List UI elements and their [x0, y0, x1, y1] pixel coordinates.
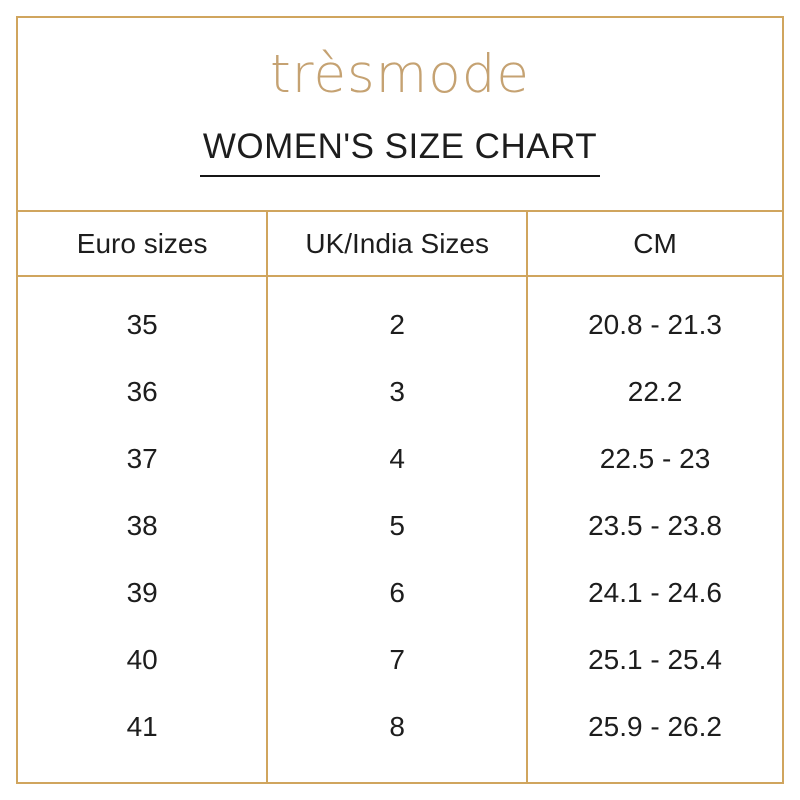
header-cell-euro-sizes: Euro sizes	[76, 227, 208, 259]
table-cell-cm: 22.2	[627, 375, 683, 407]
table-cell-euro: 41	[126, 711, 158, 743]
table-cell-euro: 38	[126, 509, 158, 541]
brand-logo: trèsmode	[270, 44, 530, 105]
table-cell-cm: 24.1 - 24.6	[588, 577, 722, 609]
table-cell-uk: 7	[389, 644, 405, 676]
table-cell-cm: 23.5 - 23.8	[588, 509, 722, 541]
table-cell-uk: 8	[389, 711, 405, 743]
table-cell-cm: 20.8 - 21.3	[588, 308, 722, 340]
table-header-row: Euro sizes UK/India Sizes CM	[18, 212, 782, 277]
table-cell-uk: 6	[389, 577, 405, 609]
table-cell-euro: 40	[126, 644, 158, 676]
table-cell-cm: 25.9 - 26.2	[588, 711, 722, 743]
table-cell-cm: 22.5 - 23	[599, 442, 711, 474]
column-euro-sizes: 35 36 37 38 39 40 41	[18, 277, 266, 782]
table-cell-euro: 35	[126, 308, 158, 340]
table-body: 35 36 37 38 39 40 41 2 3 4 5 6 7 8 20.8 …	[18, 277, 782, 782]
table-cell-uk: 2	[389, 308, 405, 340]
table-cell-euro: 37	[126, 442, 158, 474]
page-title: WOMEN'S SIZE CHART	[199, 127, 601, 177]
table-cell-uk: 3	[389, 375, 405, 407]
title-row: WOMEN'S SIZE CHART	[18, 127, 782, 177]
table-cell-uk: 4	[389, 442, 405, 474]
column-uk-india-sizes: 2 3 4 5 6 7 8	[266, 277, 526, 782]
table-cell-euro: 36	[126, 375, 158, 407]
table-cell-uk: 5	[389, 509, 405, 541]
table-cell-cm: 25.1 - 25.4	[588, 644, 722, 676]
gold-frame: trèsmode WOMEN'S SIZE CHART Euro sizes U…	[16, 16, 784, 784]
header-cell-cm: CM	[526, 212, 782, 275]
header-cell-uk-india-sizes: UK/India Sizes	[266, 212, 526, 275]
size-chart-table: Euro sizes UK/India Sizes CM 35 36 37 38…	[18, 210, 782, 782]
column-cm: 20.8 - 21.3 22.2 22.5 - 23 23.5 - 23.8 2…	[526, 277, 782, 782]
table-cell-euro: 39	[126, 577, 158, 609]
